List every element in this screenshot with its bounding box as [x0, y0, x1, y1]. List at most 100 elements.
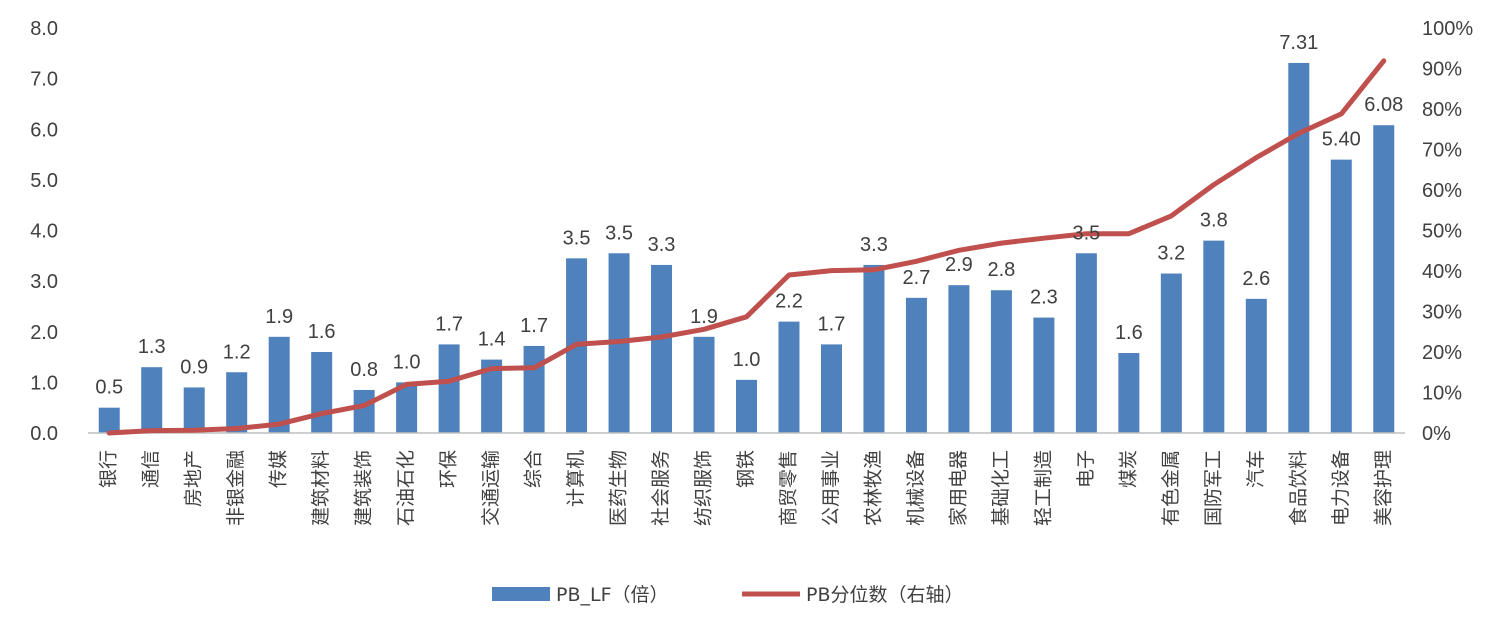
- bar: [353, 389, 375, 433]
- y-left-tick-label: 8.0: [30, 18, 58, 40]
- category-label: 国防军工: [1202, 450, 1224, 526]
- bar-data-label: 3.5: [605, 222, 633, 244]
- y-left-tick-label: 5.0: [30, 170, 58, 192]
- bar: [1245, 298, 1267, 433]
- bar-data-label: 1.9: [265, 306, 293, 328]
- category-labels: 银行 通信 房地产 非银金融 传媒 建筑材料 建筑装饰 石油石化 环保 交通运输 综合 计算机 医药生物…: [98, 450, 1395, 526]
- bar-data-label: 3.2: [1157, 243, 1185, 265]
- bar-data-label: 2.8: [987, 259, 1015, 281]
- legend-bar-swatch: [492, 587, 550, 601]
- percentile-line: [106, 58, 1387, 436]
- bar: [1203, 240, 1225, 433]
- bar: [1288, 62, 1310, 434]
- y-right-tick-label: 80%: [1422, 99, 1462, 121]
- category-label: 机械设备: [905, 450, 927, 526]
- category-label: 钢铁: [735, 450, 757, 488]
- y-right-tick-label: 50%: [1422, 221, 1462, 243]
- category-label: 纺织服饰: [693, 450, 715, 526]
- category-label: 煤炭: [1117, 450, 1139, 488]
- bar: [523, 345, 545, 433]
- bar-data-label: 1.6: [1115, 322, 1143, 344]
- bar: [438, 344, 460, 433]
- category-label: 传媒: [268, 450, 290, 488]
- y-left-tick-label: 6.0: [30, 119, 58, 141]
- bar-data-label: 6.08: [1364, 94, 1403, 116]
- y-right-tick-label: 10%: [1422, 383, 1462, 405]
- category-label: 基础化工: [990, 450, 1012, 526]
- category-label: 汽车: [1245, 450, 1267, 488]
- bar: [1373, 125, 1395, 433]
- y-left-tick-label: 1.0: [30, 372, 58, 394]
- bar-data-label: 1.2: [223, 341, 251, 363]
- bar: [268, 336, 290, 433]
- category-label: 银行: [98, 450, 120, 488]
- bar-data-label: 3.5: [1072, 222, 1100, 244]
- bar-data-label: 2.6: [1242, 268, 1270, 290]
- bar-series: [98, 62, 1395, 434]
- category-label: 综合: [523, 450, 545, 488]
- bar: [481, 359, 503, 433]
- category-label: 轻工制造: [1032, 450, 1054, 526]
- category-label: 商贸零售: [777, 450, 799, 526]
- bar: [905, 297, 927, 433]
- bar-data-label: 1.6: [308, 321, 336, 343]
- y-left-tick-label: 4.0: [30, 221, 58, 243]
- bar-data-label: 1.4: [478, 329, 506, 351]
- y-right-tick-label: 60%: [1422, 180, 1462, 202]
- bar-data-label: 1.3: [138, 336, 166, 358]
- bar: [736, 379, 757, 433]
- y-right-axis-ticks: 0% 10% 20% 30% 40% 50% 60% 70% 80% 90% 100%: [1422, 18, 1473, 445]
- bar-data-label: 2.7: [903, 267, 931, 289]
- bar: [863, 264, 885, 433]
- bar: [778, 321, 800, 433]
- category-label: 通信: [140, 450, 162, 488]
- bar: [1075, 253, 1097, 433]
- bar-data-label: 1.7: [818, 313, 846, 335]
- bar-data-label: 3.8: [1200, 210, 1228, 232]
- bar: [651, 264, 673, 433]
- bar-data-label: 0.5: [95, 377, 123, 399]
- y-left-tick-label: 3.0: [30, 271, 58, 293]
- y-left-tick-label: 0.0: [30, 423, 58, 445]
- bar: [990, 290, 1012, 433]
- y-right-tick-label: 100%: [1422, 18, 1473, 40]
- bar-data-label: 1.0: [393, 351, 421, 373]
- bar-data-label: 3.3: [648, 234, 676, 256]
- category-label: 社会服务: [650, 450, 672, 526]
- bar-data-label: 3.3: [860, 234, 888, 256]
- bar: [948, 285, 970, 433]
- category-label: 交通运输: [480, 450, 502, 526]
- bar-data-label: 7.31: [1279, 32, 1318, 54]
- y-right-tick-label: 90%: [1422, 59, 1462, 81]
- bar: [1160, 273, 1182, 433]
- bar-data-label: 0.9: [180, 356, 208, 378]
- bar: [693, 336, 715, 433]
- bar-data-label: 3.5: [563, 227, 591, 249]
- y-right-tick-label: 20%: [1422, 342, 1462, 364]
- line-series: [106, 58, 1387, 436]
- bar: [820, 344, 842, 433]
- y-left-tick-label: 7.0: [30, 69, 58, 91]
- category-label: 石油石化: [395, 450, 417, 526]
- bar: [226, 372, 248, 433]
- category-label: 医药生物: [608, 450, 630, 526]
- y-right-tick-label: 0%: [1422, 423, 1451, 445]
- bar-data-label: 1.7: [520, 315, 548, 337]
- category-label: 非银金融: [225, 450, 247, 526]
- category-label: 计算机: [565, 450, 587, 507]
- bar-data-label: 1.9: [690, 306, 718, 328]
- category-label: 有色金属: [1160, 450, 1182, 526]
- bar-data-label: 5.40: [1322, 129, 1361, 151]
- bar: [1118, 353, 1140, 433]
- bar: [98, 407, 120, 433]
- y-left-axis-ticks: 0.0 1.0 2.0 3.0 4.0 5.0 6.0 7.0 8.0: [30, 18, 58, 445]
- category-label: 美容护理: [1372, 450, 1394, 526]
- category-label: 建筑材料: [310, 450, 332, 526]
- category-label: 建筑装饰: [353, 450, 375, 526]
- bar-data-label: 1.7: [435, 313, 463, 335]
- bar-data-label: 1.0: [733, 349, 761, 371]
- category-label: 房地产: [183, 450, 205, 507]
- bar: [311, 352, 333, 433]
- bar-data-label: 2.9: [945, 254, 973, 276]
